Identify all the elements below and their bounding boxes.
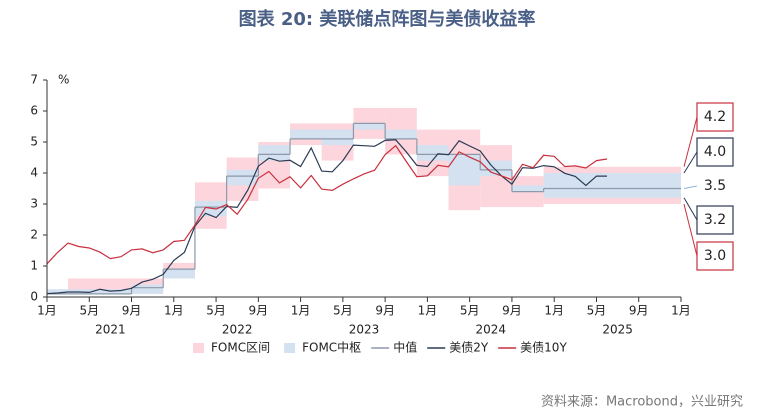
fomc-band (353, 123, 386, 130)
y-tick-label: 5 (30, 135, 38, 149)
y-tick-label: 6 (30, 104, 38, 118)
x-tick-label: 1月 (164, 304, 184, 318)
legend-swatch (284, 343, 296, 353)
fomc-band (480, 160, 512, 177)
x-tick-label: 9月 (122, 304, 142, 318)
x-tick-label: 5月 (206, 304, 226, 318)
fomc-band (416, 145, 449, 161)
x-tick-label: 5月 (587, 304, 607, 318)
fomc-band (163, 269, 195, 279)
y-tick-label: 4 (30, 166, 38, 180)
fomc-band (385, 129, 417, 139)
annotation-pointer (683, 116, 698, 167)
annotation-label: 3.5 (704, 178, 726, 194)
source: 资料来源：Macrobond，兴业研究 (541, 395, 743, 410)
annotation-box (696, 205, 734, 235)
fomc-band (258, 145, 291, 161)
year-label: 2024 (476, 323, 507, 337)
fomc-band (321, 129, 354, 146)
annotation-pointer (683, 185, 698, 189)
y-unit: % (58, 73, 69, 87)
x-tick-label: 1月 (544, 304, 564, 318)
legend-label: FOMC中枢 (302, 340, 361, 355)
legend-swatch (193, 343, 204, 353)
x-tick-label: 1月 (291, 304, 311, 318)
yield-line (46, 144, 608, 265)
annotation-pointer (683, 197, 698, 221)
y-tick-label: 1 (30, 259, 38, 273)
annotation-label: 3.0 (704, 248, 726, 264)
annotation-box (696, 102, 734, 132)
x-tick-label: 5月 (460, 304, 480, 318)
x-tick-label: 1月 (671, 304, 691, 318)
year-label: 2025 (602, 323, 633, 337)
annotation-label: 3.2 (704, 212, 726, 228)
annotation-pointer (683, 203, 698, 257)
y-tick-label: 0 (30, 290, 38, 304)
x-tick-label: 5月 (333, 304, 353, 318)
x-tick-label: 1月 (418, 304, 438, 318)
annotation-label: 4.0 (704, 144, 726, 160)
y-tick-label: 2 (30, 228, 38, 242)
x-tick-label: 9月 (249, 304, 269, 318)
x-tick-label: 9月 (375, 304, 395, 318)
legend-label: 中值 (393, 340, 417, 355)
year-label: 2021 (95, 323, 126, 337)
annotation-box (696, 241, 734, 271)
annotation-box (696, 137, 734, 167)
fomc-band (47, 289, 69, 294)
annotation-label: 4.2 (704, 109, 726, 125)
fomc-band (511, 185, 544, 192)
x-tick-label: 1月 (37, 304, 57, 318)
year-label: 2023 (349, 323, 380, 337)
x-tick-label: 5月 (79, 304, 99, 318)
x-tick-label: 9月 (502, 304, 522, 318)
legend-label: 美债2Y (449, 341, 489, 355)
year-label: 2022 (222, 323, 253, 337)
x-tick-label: 9月 (629, 304, 649, 318)
fomc-band (226, 169, 259, 186)
fomc-band (68, 289, 132, 294)
y-tick-label: 3 (30, 197, 38, 211)
y-tick-label: 7 (30, 73, 38, 87)
fomc-band (543, 173, 681, 198)
legend-label: FOMC区间 (211, 341, 270, 355)
yield-line (46, 139, 607, 295)
fomc-band (131, 284, 164, 294)
fomc-band (290, 129, 322, 139)
annotation-pointer (683, 151, 698, 174)
chart-title: 图表 20: 美联储点阵图与美债收益率 (239, 8, 536, 30)
legend-label: 美债10Y (520, 341, 567, 355)
